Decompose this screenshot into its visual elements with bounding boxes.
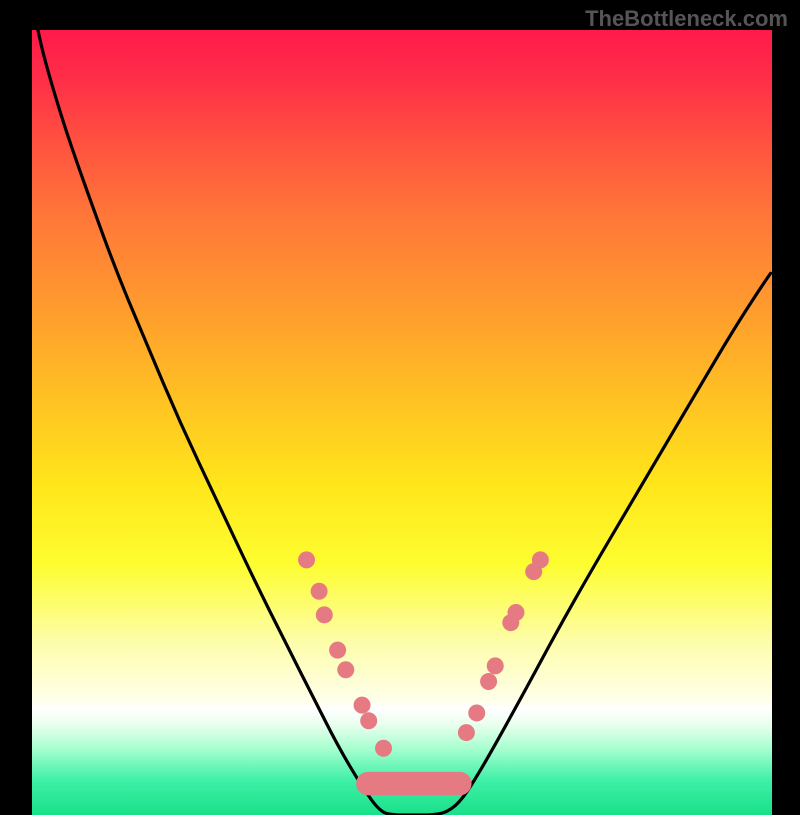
right-marker-1 [468,704,485,721]
left-marker-3 [329,642,346,659]
left-marker-4 [337,661,354,678]
valley-marker [356,772,471,796]
left-marker-1 [311,583,328,600]
left-marker-7 [375,740,392,757]
right-marker-7 [532,551,549,568]
right-marker-3 [487,657,504,674]
left-marker-5 [354,697,371,714]
right-marker-5 [507,604,524,621]
plot-area [32,30,772,815]
right-marker-0 [458,724,475,741]
watermark-text: TheBottleneck.com [585,6,788,32]
left-marker-6 [360,712,377,729]
right-marker-2 [480,673,497,690]
chart-svg [32,30,772,815]
left-marker-2 [316,606,333,623]
left-marker-0 [298,551,315,568]
gradient-background [32,30,772,815]
